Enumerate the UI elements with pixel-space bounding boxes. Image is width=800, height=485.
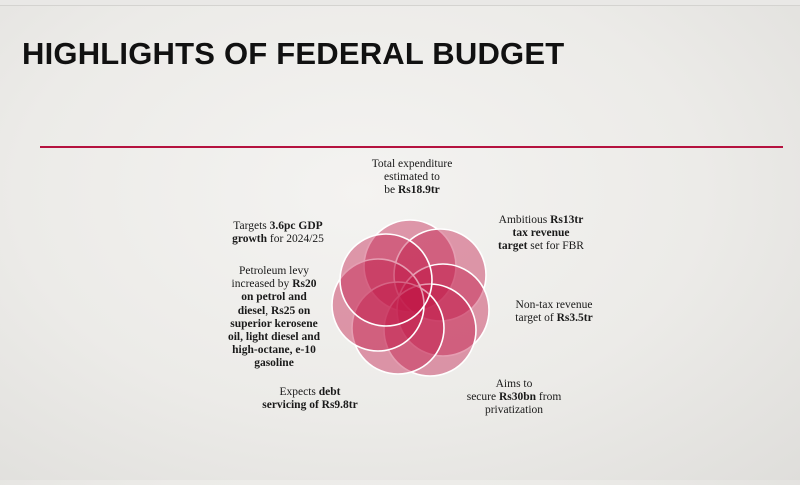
label-non-tax-revenue: Non-tax revenue target of Rs3.5tr (498, 299, 610, 325)
cycle-circle-privatization (383, 283, 477, 377)
label-bold-text: 3.6pc GDP (269, 220, 323, 232)
label-text: Aims to (495, 378, 533, 390)
label-line: Aims to (452, 378, 576, 391)
label-text: be (384, 184, 398, 197)
slide-title: HIGHLIGHTS OF FEDERAL BUDGET (22, 36, 565, 71)
label-bold-text: tax revenue (512, 227, 570, 240)
label-line: be Rs18.9tr (356, 184, 468, 197)
label-bold-text: Rs18.9tr (397, 184, 440, 197)
label-debt-servicing: Expects debt servicing of Rs9.8tr (254, 386, 366, 412)
label-bold-text: Rs3.5tr (556, 312, 593, 325)
label-text: Ambitious (498, 214, 551, 226)
label-bold-text: Rs25 on (270, 304, 311, 317)
label-bold-text: Rs20 (292, 278, 317, 291)
label-text: Non-tax revenue (515, 299, 593, 311)
label-line: servicing of Rs9.8tr (254, 399, 366, 412)
label-text: estimated to (384, 171, 440, 184)
label-bold-text: oil, light diesel and (227, 331, 321, 344)
label-text: Expects (279, 386, 319, 398)
label-petroleum-levy: Petroleum levy increased by Rs20 on petrol… (216, 265, 332, 371)
label-text: , (265, 304, 271, 317)
label-text: from (536, 391, 562, 404)
label-bold-text: high-octane, e-10 (232, 344, 316, 357)
label-line: gasoline (216, 357, 332, 370)
label-bold-text: Rs13tr (550, 214, 584, 226)
label-text: target of (515, 312, 557, 325)
label-bold-text: growth (232, 233, 268, 246)
label-text: Petroleum levy (239, 265, 309, 277)
label-line: growth for 2024/25 (214, 233, 342, 246)
label-tax-revenue: Ambitious Rs13tr tax revenue target set fo… (486, 214, 596, 254)
label-text: privatization (484, 404, 544, 417)
label-bold-text: debt (318, 386, 341, 398)
label-line: Petroleum levy (216, 265, 332, 278)
label-line: estimated to (356, 171, 468, 184)
label-line: high-octane, e-10 (216, 344, 332, 357)
label-privatization: Aims to secure Rs30bn from privatization (452, 378, 576, 418)
label-expenditure: Total expenditure estimated to be Rs18.9tr (356, 158, 468, 198)
label-bold-text: diesel (237, 304, 266, 317)
label-line: Non-tax revenue (498, 299, 610, 312)
label-bold-text: superior kerosene (230, 317, 318, 330)
top-border-strip (0, 0, 800, 6)
label-text: set for FBR (527, 240, 584, 253)
label-text: Total expenditure (371, 158, 453, 170)
label-bold-text: Rs30bn (498, 391, 537, 404)
label-text: secure (466, 391, 499, 404)
label-line: Expects debt (254, 386, 366, 399)
label-bold-text: servicing of Rs9.8tr (262, 399, 358, 412)
label-gdp-growth: Targets 3.6pc GDP growth for 2024/25 (214, 220, 342, 246)
label-line: increased by Rs20 (216, 278, 332, 291)
label-line: oil, light diesel and (216, 331, 332, 344)
label-line: privatization (452, 404, 576, 417)
label-line: tax revenue (486, 227, 596, 240)
label-text: for 2024/25 (267, 233, 324, 246)
label-text: increased by (231, 278, 293, 291)
label-line: target set for FBR (486, 240, 596, 253)
label-line: diesel, Rs25 on (216, 305, 332, 318)
label-line: target of Rs3.5tr (498, 312, 610, 325)
label-bold-text: gasoline (254, 357, 294, 370)
cycle-circle-gdp-growth (339, 233, 433, 327)
label-bold-text: target (498, 240, 528, 253)
label-bold-text: on petrol and (241, 291, 307, 304)
label-line: Total expenditure (356, 158, 468, 171)
label-text: Targets (233, 220, 270, 232)
label-line: superior kerosene (216, 318, 332, 331)
label-line: secure Rs30bn from (452, 391, 576, 404)
label-line: Targets 3.6pc GDP (214, 220, 342, 233)
label-line: Ambitious Rs13tr (486, 214, 596, 227)
label-line: on petrol and (216, 291, 332, 304)
title-divider (40, 146, 783, 148)
